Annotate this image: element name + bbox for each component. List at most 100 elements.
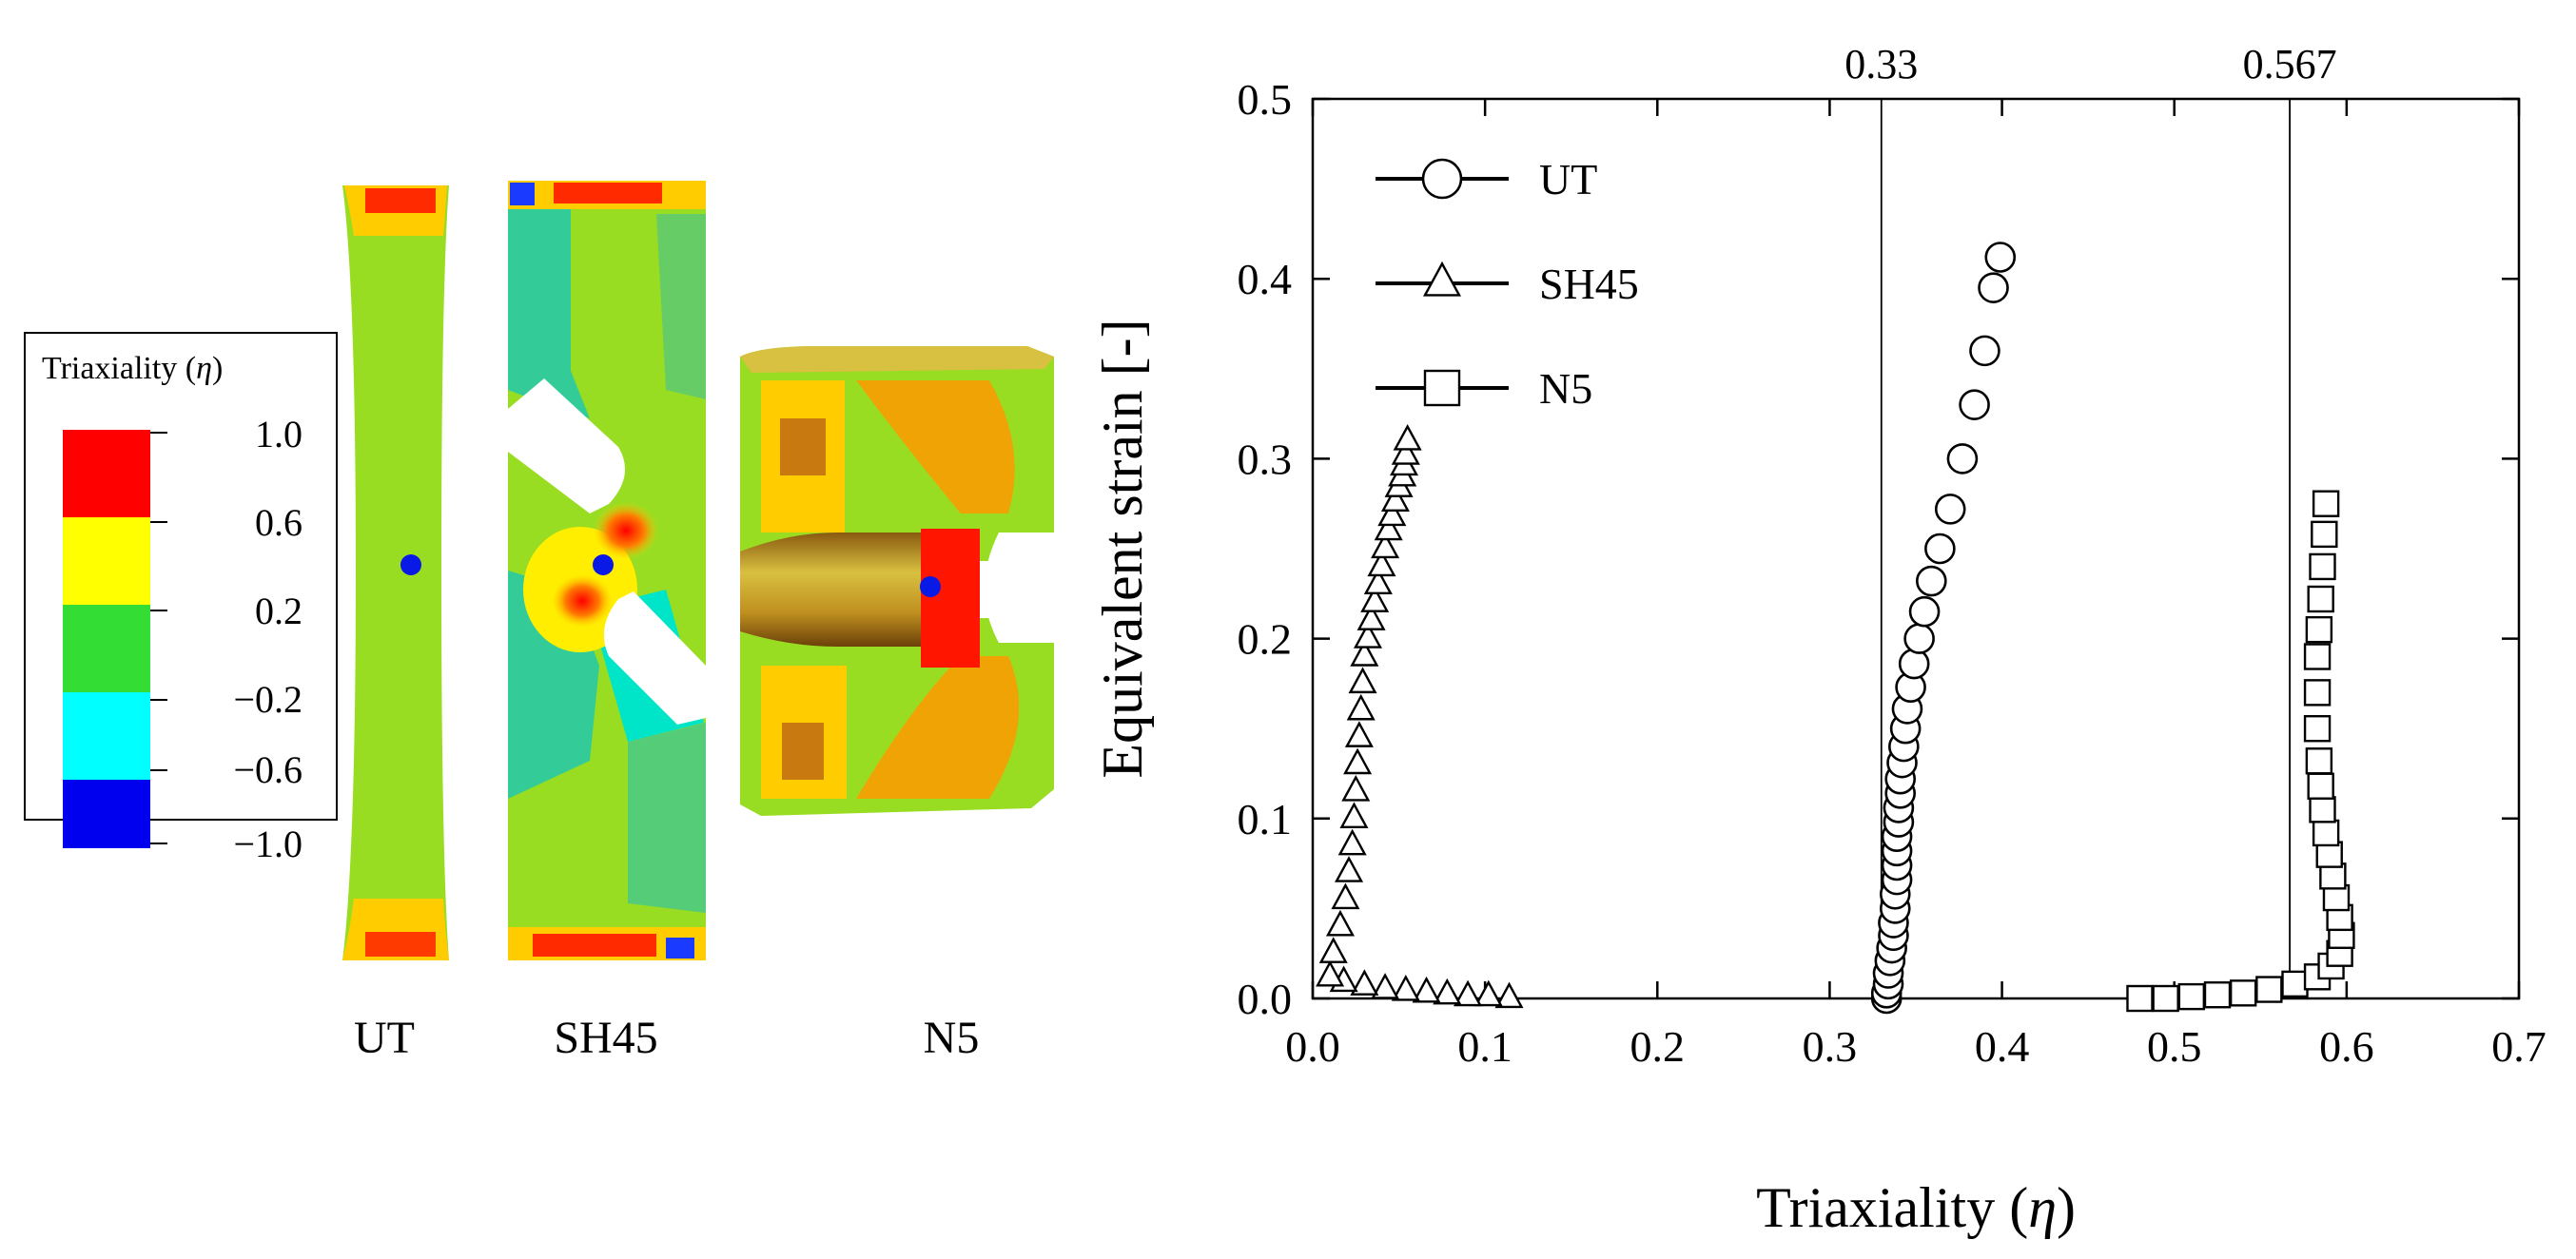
n5-point (2177, 982, 2206, 1011)
legend-label: SH45 (1539, 260, 1639, 308)
n5-point (2307, 585, 2334, 613)
n5-label: N5 (924, 1013, 980, 1063)
ut-point (1969, 335, 2000, 367)
sh45-point (1391, 438, 1420, 465)
sh45-specimen: SH45 (508, 181, 706, 1063)
sh45-point (1473, 979, 1503, 1007)
sh45-point (1353, 622, 1382, 649)
n5-point (2311, 520, 2338, 549)
sh45-point (1337, 828, 1367, 856)
legend-label-2: 0.6 (255, 501, 302, 544)
n5-point (2307, 772, 2334, 800)
x-axis-title: Triaxiality (η) (1756, 1176, 2076, 1239)
sh45-point (1348, 667, 1377, 694)
n5-hot-zone (921, 529, 980, 668)
sh45-point (1341, 774, 1371, 802)
legend-swatch-yellow (63, 517, 150, 605)
n5-point (2303, 643, 2332, 670)
sh45-slot-lower (603, 591, 706, 725)
series-ut (1870, 242, 2017, 1015)
x-tick-label: 0.7 (2491, 1022, 2547, 1071)
x-axis: 0.0 0.1 0.2 0.3 0.4 0.5 0.6 0.7 (1285, 99, 2547, 1071)
y-axis: 0.0 0.1 0.2 0.3 0.4 0.5 (1238, 75, 2519, 1023)
n5-point (2203, 981, 2232, 1009)
reference-lines: 0.33 0.567 (1844, 41, 2337, 998)
ut-point (1934, 494, 1966, 525)
x-tick-label: 0.2 (1630, 1022, 1686, 1071)
sh45-point (1346, 693, 1376, 721)
ut-point (1959, 389, 1990, 420)
x-tick-label: 0.6 (2319, 1022, 2374, 1071)
n5-point (2309, 552, 2336, 581)
legend-label-4: −0.2 (233, 678, 302, 721)
sh45-point (1350, 640, 1379, 667)
legend-marker-n5 (1423, 369, 1461, 407)
n5-point (2229, 979, 2257, 1007)
sh45-point (1391, 974, 1420, 1001)
x-tick-label: 0.0 (1285, 1022, 1340, 1071)
sh45-point (1339, 802, 1369, 828)
sh45-point (1350, 969, 1379, 996)
n5-point (2312, 490, 2340, 517)
n5-evaluation-point (920, 576, 941, 597)
sh45-point (1331, 882, 1360, 910)
legend-label: N5 (1539, 364, 1592, 413)
ut-point (1916, 565, 1947, 597)
n5-point (2305, 747, 2333, 775)
legend-swatch-cyan (63, 692, 150, 780)
legend-marker-ut (1421, 158, 1463, 200)
n5-point (2303, 715, 2332, 743)
sh45-evaluation-point (593, 554, 614, 575)
sh45-point (1360, 586, 1390, 612)
sh45-point (1371, 532, 1400, 559)
n5-point (2312, 819, 2340, 847)
sh45-point (1380, 485, 1410, 512)
reference-line-label: 0.567 (2243, 41, 2337, 87)
contour-legend: Triaxiality (η) 1.0 0.6 0.2 −0.2 −0.6 −1… (24, 332, 338, 865)
y-axis-title: Equivalent strain [-] (1091, 319, 1154, 778)
n5-notch (985, 533, 1054, 643)
series-sh45 (1316, 424, 1524, 1009)
ut-point (1946, 443, 1979, 475)
y-tick-label: 0.0 (1238, 975, 1293, 1023)
sh45-point (1371, 973, 1400, 999)
sh45-point (1412, 976, 1441, 1003)
sh45-label: SH45 (554, 1013, 657, 1063)
x-tick-label: 0.4 (1975, 1022, 2030, 1071)
y-tick-label: 0.1 (1238, 795, 1293, 843)
legend-swatch-green (63, 605, 150, 692)
y-tick-label: 0.2 (1238, 615, 1293, 664)
y-tick-label: 0.5 (1238, 75, 1293, 124)
ut-point (1984, 242, 2017, 273)
n5-point (2305, 615, 2333, 644)
y-tick-label: 0.4 (1238, 255, 1293, 303)
sh45-point (1377, 499, 1407, 527)
sh45-point (1335, 856, 1364, 882)
sh45-point (1343, 747, 1373, 775)
sh45-point (1325, 909, 1356, 937)
legend-label-6: −1.0 (233, 823, 302, 865)
sh45-point (1363, 568, 1393, 595)
legend-marker-sh45 (1422, 261, 1462, 297)
y-tick-label: 0.3 (1238, 435, 1293, 483)
ut-point (1924, 533, 1956, 565)
n5-point (2152, 984, 2179, 1013)
n5-point (2309, 796, 2336, 823)
ut-point (1978, 272, 2009, 303)
n5-point (2303, 679, 2332, 707)
ut-point (1903, 623, 1935, 654)
ut-label: UT (354, 1013, 415, 1063)
legend-title: Triaxiality (η) (42, 351, 223, 386)
legend-label: UT (1539, 155, 1597, 203)
sh45-point (1367, 550, 1396, 577)
chart: 0.33 0.567 0.0 0.1 0.2 0.3 0.4 0.5 0.0 0.1 0.2 0.… (1091, 41, 2547, 1239)
legend-label-3: 0.2 (255, 590, 302, 632)
chart-legend: UT SH45 N5 (1376, 155, 1639, 413)
legend-label-5: −0.6 (233, 748, 302, 791)
sh45-point (1344, 721, 1374, 747)
n5-point (2255, 976, 2283, 1003)
x-tick-label: 0.5 (2147, 1022, 2202, 1071)
sh45-slot-upper (508, 378, 626, 513)
sh45-point (1433, 978, 1462, 1005)
